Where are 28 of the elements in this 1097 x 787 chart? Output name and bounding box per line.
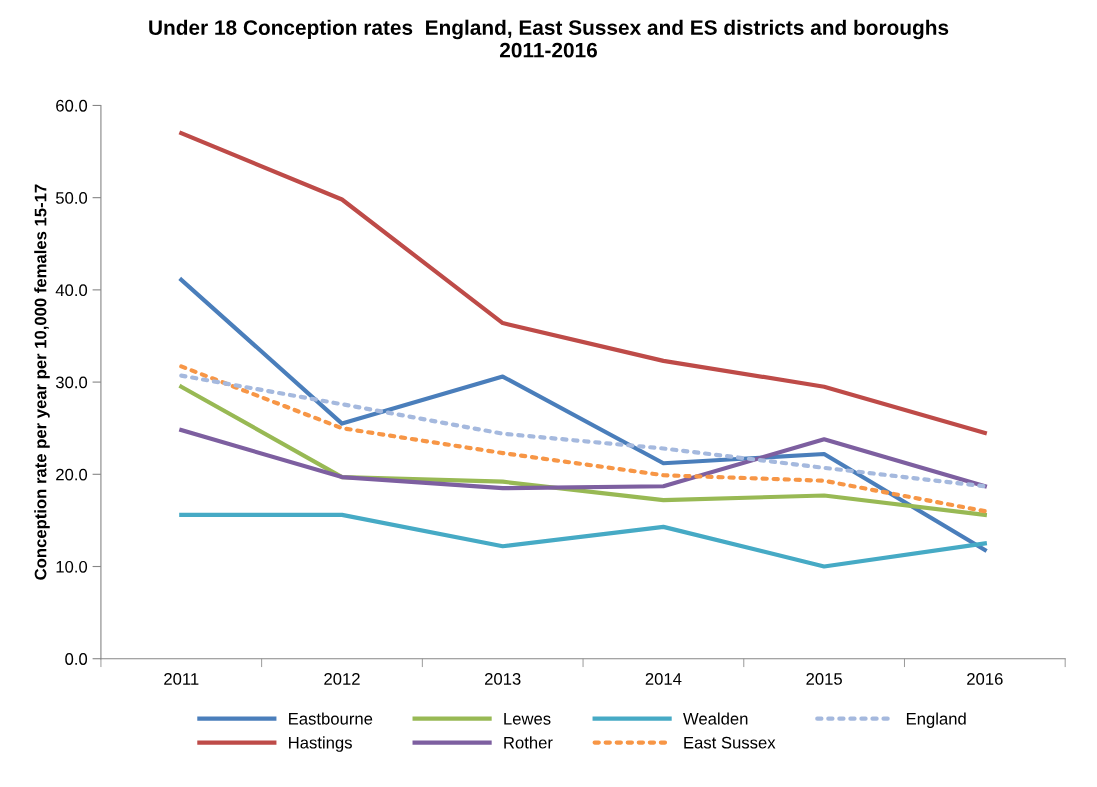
y-tick-label: 10.0 bbox=[56, 560, 88, 573]
legend-label: East Sussex bbox=[684, 736, 776, 749]
line-series bbox=[179, 373, 987, 489]
y-tick-label: 30.0 bbox=[55, 376, 88, 389]
y-tick-label: 40.0 bbox=[55, 284, 88, 297]
legend-label: Rother bbox=[504, 736, 553, 749]
y-axis-title: Conception rate per year per 10,000 females 15-17 bbox=[34, 184, 50, 580]
x-tick-label: 2011 bbox=[164, 673, 199, 685]
legend-label: England bbox=[906, 712, 966, 728]
y-tick-label: 20.0 bbox=[56, 468, 88, 481]
line-series bbox=[179, 277, 987, 552]
legend-label: Wealden bbox=[683, 712, 748, 725]
line-series bbox=[179, 364, 987, 514]
legend-label: Eastbourne bbox=[289, 712, 373, 725]
chart-title: Under 18 Conception rates England, East Sussex and ES districts and boroughs 2011-2016 bbox=[149, 19, 949, 58]
legend-label: Hastings bbox=[289, 736, 352, 752]
line-series bbox=[179, 427, 987, 491]
y-tick-label: 50.0 bbox=[55, 192, 88, 204]
x-tick-label: 2012 bbox=[324, 673, 360, 685]
line-series bbox=[179, 131, 987, 435]
y-tick-label: 60.0 bbox=[56, 99, 88, 112]
x-tick-label: 2013 bbox=[485, 673, 521, 685]
x-tick-label: 2016 bbox=[967, 673, 1003, 685]
line-series bbox=[179, 512, 987, 569]
y-tick-label: 0.0 bbox=[65, 653, 88, 665]
x-tick-label: 2015 bbox=[806, 673, 842, 685]
legend-label: Lewes bbox=[504, 713, 551, 725]
x-tick-label: 2014 bbox=[645, 673, 682, 685]
